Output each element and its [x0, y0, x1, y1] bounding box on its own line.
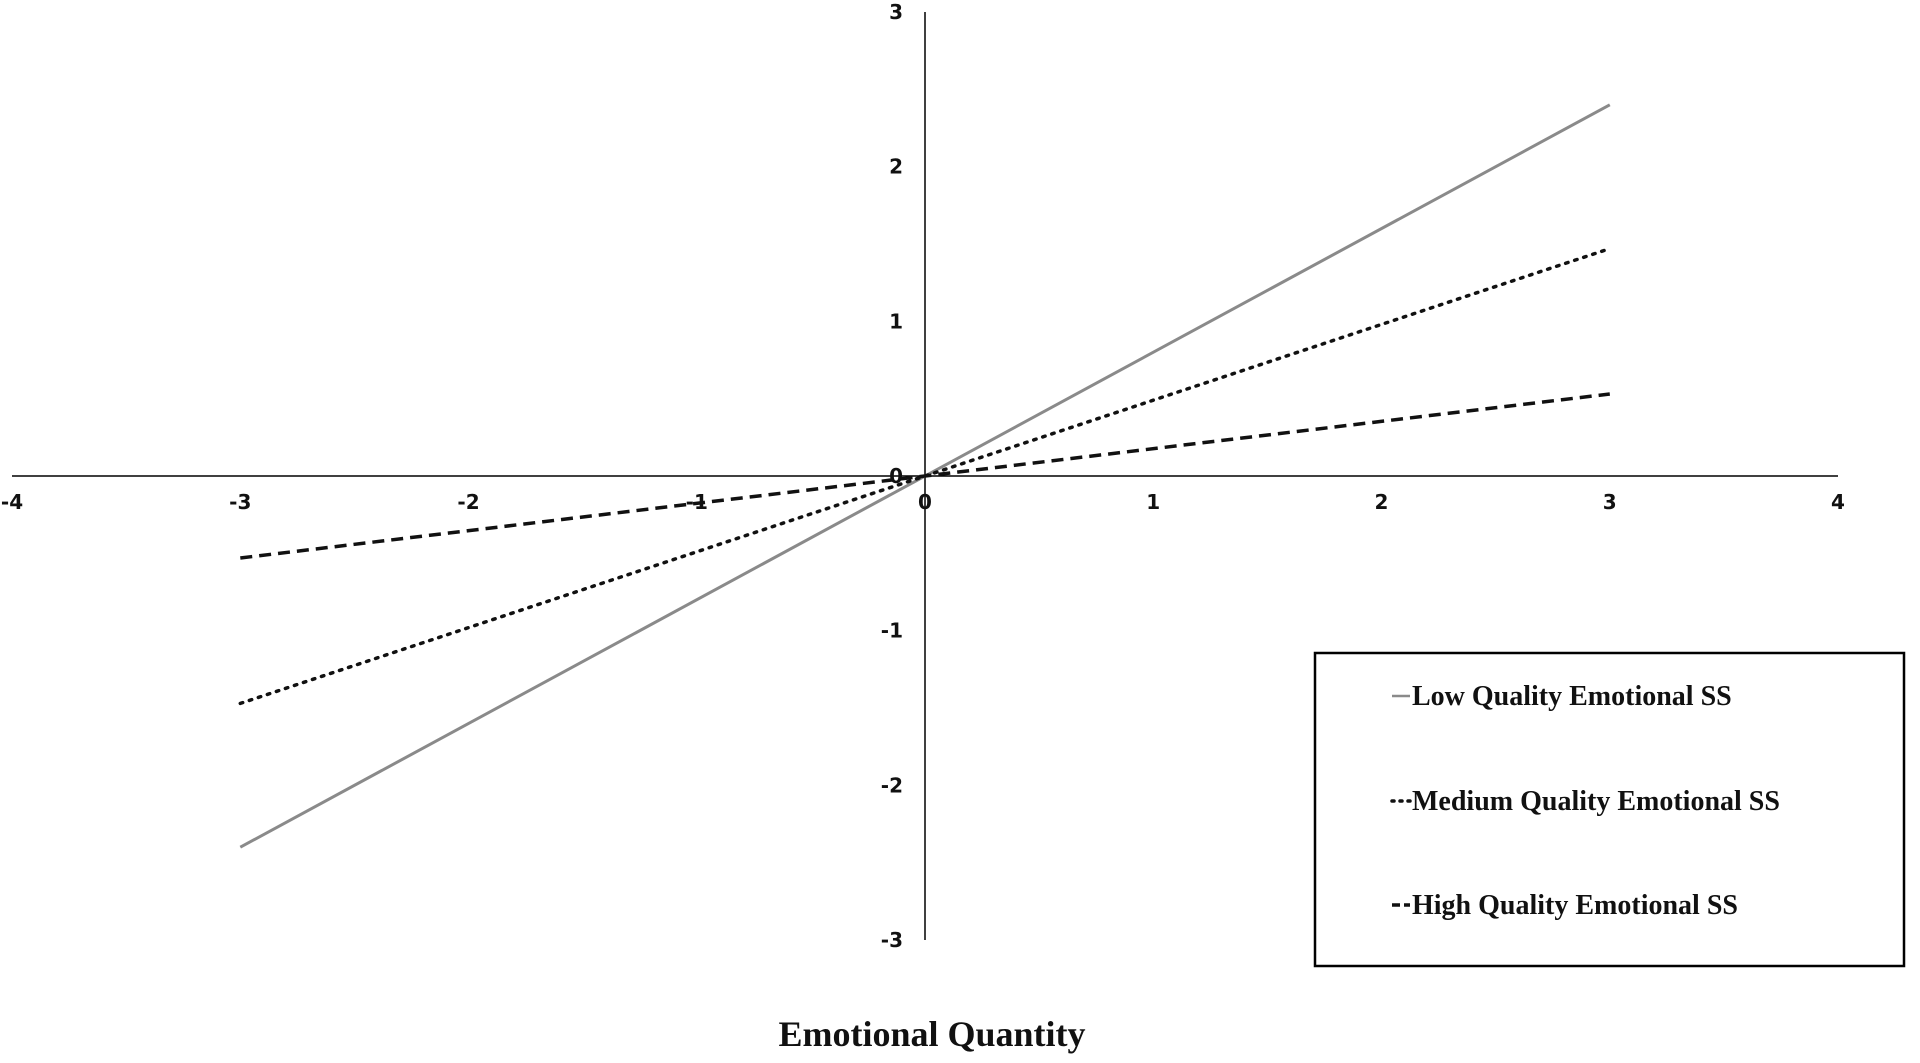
x-tick-label: 0 [918, 490, 932, 514]
y-tick-label: -2 [881, 773, 903, 797]
y-tick-label: 3 [889, 0, 903, 24]
legend-label: Medium Quality Emotional SS [1412, 786, 1780, 817]
y-tick-labels: -3 -2 -1 0 1 2 3 [881, 0, 903, 952]
legend-label: High Quality Emotional SS [1412, 890, 1738, 921]
x-tick-label: -2 [457, 490, 479, 514]
legend-label: Low Quality Emotional SS [1412, 681, 1732, 712]
x-tick-label: -4 [1, 490, 23, 514]
x-tick-label: 4 [1831, 490, 1845, 514]
series-line [240, 392, 1611, 560]
y-tick-label: -1 [881, 619, 903, 643]
x-tick-label: 1 [1146, 490, 1160, 514]
legend-items: Low Quality Emotional SS Medium Quality E… [1390, 681, 1780, 921]
x-tick-labels: -4 -3 -2 -1 0 1 2 3 4 [1, 490, 1845, 514]
y-tick-label: 2 [889, 155, 903, 179]
x-tick-label: 3 [1603, 490, 1617, 514]
x-axis-title: Emotional Quantity [778, 1014, 1085, 1054]
y-tick-label: -3 [881, 928, 903, 952]
legend-box [1313, 651, 1906, 968]
y-tick-label: 0 [889, 464, 903, 488]
x-tick-label: 2 [1375, 490, 1389, 514]
legend: Low Quality Emotional SS Medium Quality E… [1313, 651, 1906, 968]
series-lines [238, 103, 1612, 849]
y-tick-label: 1 [889, 309, 903, 333]
x-tick-label: -3 [229, 490, 251, 514]
